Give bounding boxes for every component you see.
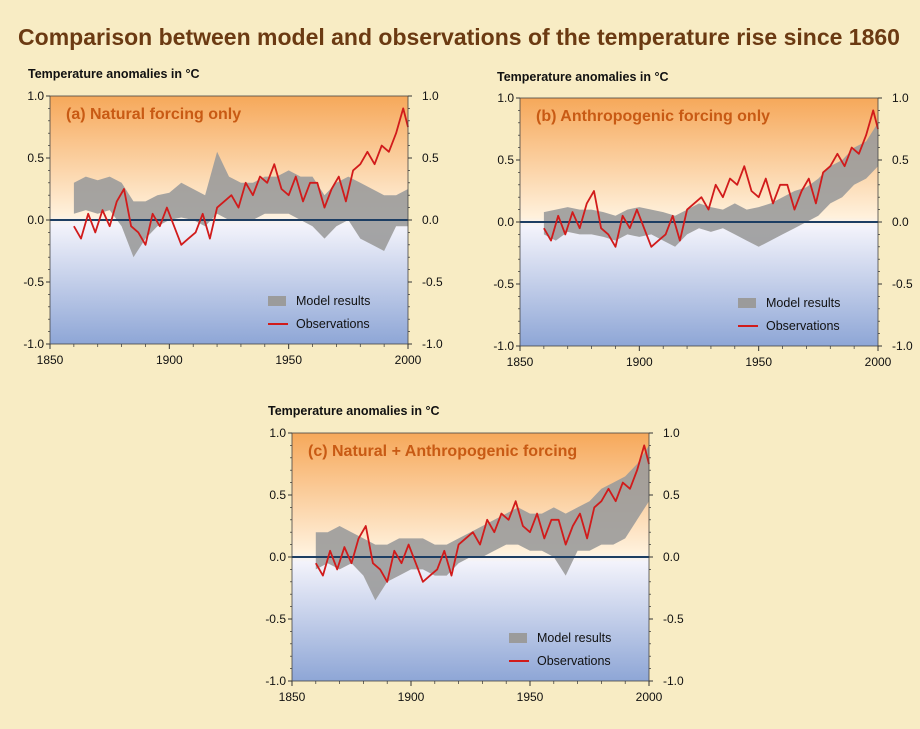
x-tick-label: 1950: [517, 690, 544, 704]
x-tick-label: 1950: [275, 353, 302, 367]
model-results-band: [73, 151, 409, 258]
y-tick-label-right: 0.0: [663, 550, 680, 564]
x-tick-label: 2000: [865, 355, 892, 369]
y-tick-label-right: 0.5: [663, 488, 680, 502]
y-tick-label-right: 0.0: [422, 213, 439, 227]
page-title: Comparison between model and observation…: [18, 24, 900, 50]
y-tick-label-right: 0.5: [422, 151, 439, 165]
y-tick-label-left: 0.5: [497, 153, 514, 167]
y-tick-label-left: 0.0: [27, 213, 44, 227]
legend-model-label: Model results: [537, 631, 611, 645]
x-tick-label: 1900: [398, 690, 425, 704]
y-axis-label: Temperature anomalies in °C: [268, 404, 439, 418]
x-tick-label: 1850: [507, 355, 534, 369]
y-tick-label-left: -0.5: [493, 277, 514, 291]
model-results-band: [315, 445, 649, 601]
panel-title: (c) Natural + Anthropogenic forcing: [308, 443, 577, 460]
legend-observations-label: Observations: [537, 654, 611, 668]
y-tick-label-left: -1.0: [493, 339, 514, 353]
y-tick-label-right: 1.0: [422, 89, 439, 103]
y-tick-label-right: -1.0: [663, 674, 684, 688]
y-tick-label-left: 1.0: [27, 89, 44, 103]
x-tick-label: 1900: [626, 355, 653, 369]
y-tick-label-left: 1.0: [269, 426, 286, 440]
y-tick-label-right: -0.5: [663, 612, 684, 626]
legend-observations-label: Observations: [296, 317, 370, 331]
y-tick-label-right: 0.0: [892, 215, 909, 229]
y-tick-label-left: -0.5: [265, 612, 286, 626]
y-tick-label-left: 0.0: [269, 550, 286, 564]
y-axis-label: Temperature anomalies in °C: [497, 70, 668, 84]
legend-model-swatch: [738, 298, 756, 308]
y-tick-label-left: 1.0: [497, 91, 514, 105]
y-tick-label-left: 0.5: [269, 488, 286, 502]
y-axis-label: Temperature anomalies in °C: [28, 67, 199, 81]
observations-line: [543, 109, 879, 248]
legend-observations-label: Observations: [766, 319, 840, 333]
y-tick-label-right: -1.0: [422, 337, 443, 351]
panel-title: (b) Anthropogenic forcing only: [536, 108, 770, 125]
y-tick-label-left: 0.0: [497, 215, 514, 229]
y-tick-label-left: 0.5: [27, 151, 44, 165]
y-tick-label-right: -1.0: [892, 339, 913, 353]
y-tick-label-right: -0.5: [422, 275, 443, 289]
observations-line: [315, 444, 650, 583]
y-tick-label-left: -1.0: [265, 674, 286, 688]
panel-c: 1.0 1.0 0.5 0.5 0.0 0.0 -0.5 -0.5 -1.0 -1.0 1850 19…: [265, 404, 684, 704]
y-tick-label-right: 1.0: [892, 91, 909, 105]
legend-model-label: Model results: [296, 294, 370, 308]
panel-a: 1.0 1.0 0.5 0.5 0.0 0.0 -0.5 -0.5 -1.0 -1.0 1850 19…: [23, 67, 443, 367]
observations-line: [73, 107, 409, 246]
y-tick-label-right: 1.0: [663, 426, 680, 440]
x-tick-label: 1850: [279, 690, 306, 704]
legend-model-swatch: [268, 296, 286, 306]
y-tick-label-right: -0.5: [892, 277, 913, 291]
legend-model-label: Model results: [766, 296, 840, 310]
y-tick-label-right: 0.5: [892, 153, 909, 167]
y-tick-label-left: -1.0: [23, 337, 44, 351]
y-tick-label-left: -0.5: [23, 275, 44, 289]
x-tick-label: 1900: [156, 353, 183, 367]
panel-title: (a) Natural forcing only: [66, 106, 241, 123]
x-tick-label: 2000: [636, 690, 663, 704]
panel-b: 1.0 1.0 0.5 0.5 0.0 0.0 -0.5 -0.5 -1.0 -1.0 1850 19…: [493, 70, 913, 369]
x-tick-label: 1850: [37, 353, 64, 367]
x-tick-label: 2000: [395, 353, 422, 367]
legend-model-swatch: [509, 633, 527, 643]
model-results-band: [543, 122, 878, 247]
x-tick-label: 1950: [745, 355, 772, 369]
